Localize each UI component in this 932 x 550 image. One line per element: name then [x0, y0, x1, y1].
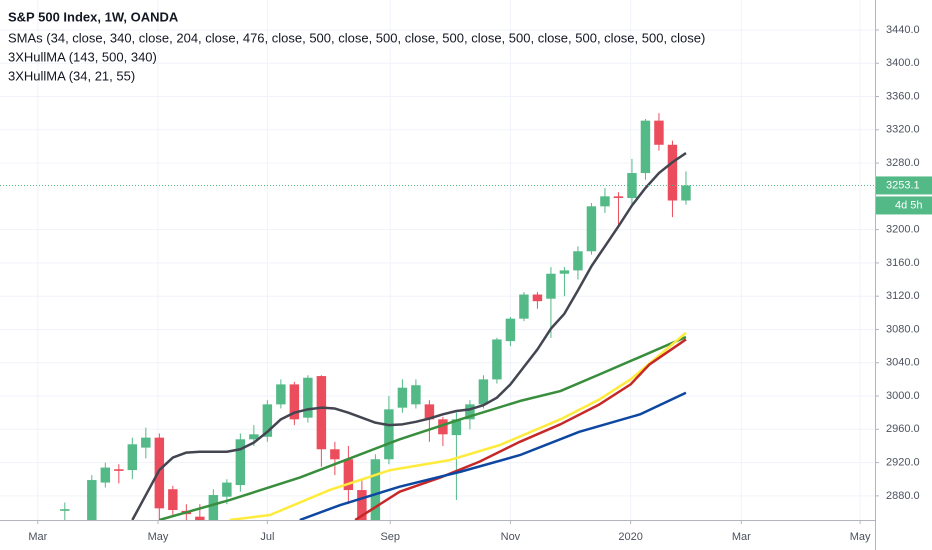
candle-body — [168, 489, 178, 511]
x-tick-label: Mar — [28, 531, 47, 543]
candle-body — [141, 437, 151, 448]
candle-body — [100, 467, 111, 483]
candle-body — [195, 516, 205, 520]
countdown-label: 4d 5h — [895, 199, 923, 211]
indicator-line — [229, 331, 687, 520]
indicator-line — [158, 335, 687, 520]
candle-body — [681, 185, 691, 201]
candle-body — [384, 409, 394, 460]
candle-body — [586, 206, 597, 252]
y-tick-label: 3000.0 — [886, 390, 920, 402]
y-tick-label: 3040.0 — [886, 357, 920, 369]
indicator-label: 3XHullMA (34, 21, 55) — [8, 68, 135, 83]
candle-body — [438, 419, 448, 435]
x-tick-label: Nov — [501, 531, 521, 543]
candle-body — [532, 294, 543, 302]
indicator-label: SMAs (34, close, 340, close, 204, close,… — [8, 30, 705, 45]
candle-body — [492, 339, 502, 380]
candle-body — [87, 480, 97, 520]
candle-body — [424, 404, 435, 420]
candle-body — [262, 404, 273, 437]
y-tick-label: 3440.0 — [886, 24, 920, 36]
candle-body — [465, 404, 475, 420]
indicator-line — [131, 152, 687, 520]
price-badge — [876, 176, 932, 195]
countdown-badge — [876, 196, 932, 215]
plot-area — [0, 113, 875, 537]
candle-body — [249, 434, 259, 440]
candle-body — [546, 273, 556, 299]
axes: 2880.0 2920.0 2960.0 3000.0 3040.0 3080.0 3120… — [28, 24, 932, 543]
candle-body — [451, 419, 462, 436]
candle-body — [654, 120, 664, 145]
candle-body — [289, 384, 300, 420]
candle-body — [276, 384, 286, 405]
x-tick-label: Jul — [260, 531, 274, 543]
indicator-line — [354, 338, 687, 520]
candle-body — [343, 459, 354, 491]
candle-body — [208, 495, 219, 520]
y-tick-label: 3120.0 — [886, 290, 920, 302]
x-tick-label: 2020 — [618, 531, 642, 543]
candle-body — [303, 377, 313, 418]
candle-body — [613, 196, 624, 199]
indicator-line — [299, 391, 687, 520]
candle-body — [505, 318, 516, 342]
x-tick-label: Mar — [732, 531, 751, 543]
candle-body — [627, 173, 637, 199]
candle-body — [74, 529, 83, 537]
price-label: 3253.1 — [886, 179, 920, 191]
y-tick-label: 3200.0 — [886, 224, 920, 236]
y-tick-label: 3360.0 — [886, 90, 920, 102]
chart-title: S&P 500 Index, 1W, OANDA — [8, 9, 179, 24]
indicator-label: 3XHullMA (143, 500, 340) — [8, 49, 157, 64]
x-tick-label: May — [148, 531, 169, 543]
candle-body — [559, 270, 570, 274]
candle-body — [114, 469, 124, 471]
candle-body — [127, 444, 138, 471]
candle-body — [370, 459, 381, 520]
candle-body — [667, 144, 678, 201]
candle-body — [411, 385, 421, 405]
candle-body — [478, 379, 489, 405]
candle-body — [519, 294, 529, 319]
candle-body — [222, 482, 232, 497]
y-tick-label: 3400.0 — [886, 57, 920, 69]
candle-body — [235, 439, 246, 486]
y-tick-label: 2920.0 — [886, 456, 920, 468]
candle-body — [330, 449, 340, 460]
candle-body — [154, 437, 165, 509]
grid — [0, 0, 875, 520]
candle-body — [397, 387, 408, 408]
y-tick-label: 3160.0 — [886, 257, 920, 269]
candle-body — [600, 196, 610, 207]
x-tick-label: Sep — [380, 531, 400, 543]
y-tick-label: 3280.0 — [886, 157, 920, 169]
candle-body — [316, 376, 327, 450]
candle-body — [60, 509, 70, 511]
candle-body — [357, 490, 367, 520]
x-tick-label: May — [850, 531, 871, 543]
y-tick-label: 3080.0 — [886, 323, 920, 335]
y-tick-label: 3320.0 — [886, 124, 920, 136]
y-tick-label: 2960.0 — [886, 423, 920, 435]
candle-body — [640, 120, 651, 174]
y-tick-label: 2880.0 — [886, 490, 920, 502]
candle-body — [573, 251, 583, 271]
